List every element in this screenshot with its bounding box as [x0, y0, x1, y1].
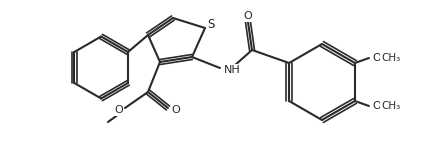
Text: CH₃: CH₃ [381, 53, 400, 63]
Text: O: O [172, 105, 181, 115]
Text: CH₃: CH₃ [381, 101, 400, 111]
Text: O: O [372, 101, 381, 111]
Text: NH: NH [224, 65, 241, 75]
Text: O: O [372, 53, 381, 63]
Text: O: O [244, 11, 252, 21]
Text: O: O [114, 105, 124, 115]
Text: S: S [207, 18, 215, 30]
